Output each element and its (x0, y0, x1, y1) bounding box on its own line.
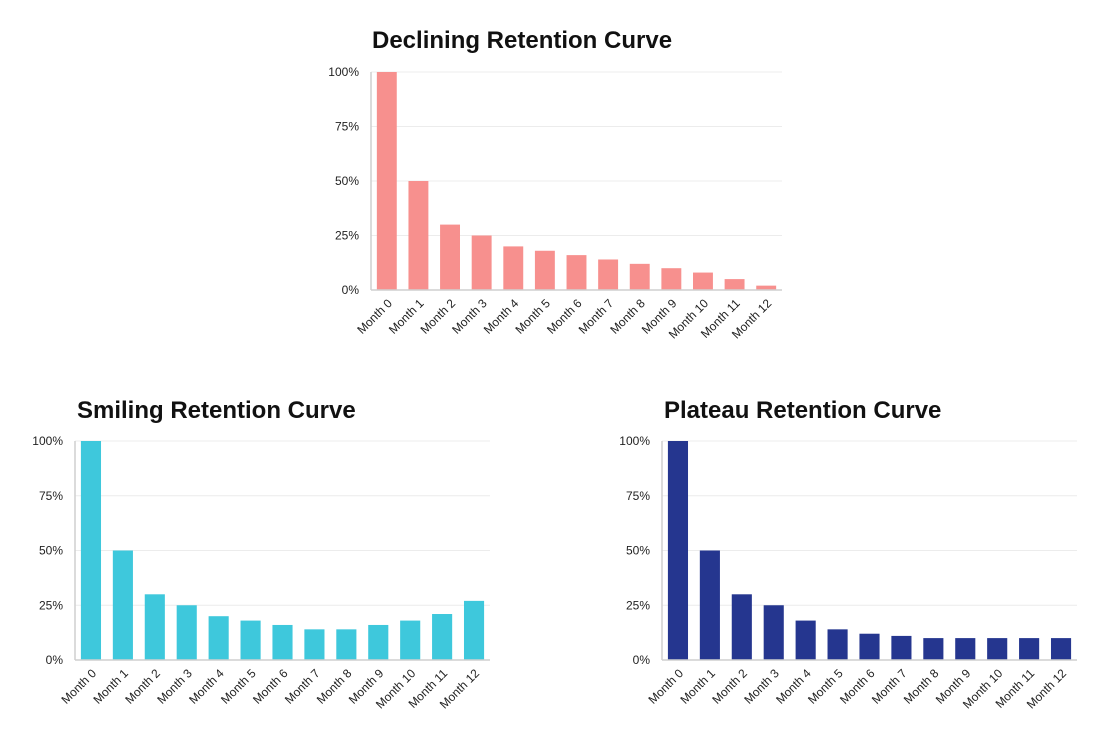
bar-month-0 (80, 441, 102, 660)
bar-month-8 (923, 638, 944, 660)
bar-month-3 (471, 235, 492, 290)
bar-month-1 (699, 550, 720, 660)
y-tick-label: 50% (626, 544, 650, 558)
y-tick-label: 0% (46, 653, 64, 667)
bar-month-6 (272, 624, 293, 660)
y-tick-label: 100% (328, 65, 359, 79)
bar-month-9 (955, 638, 976, 660)
bar-month-12 (756, 285, 777, 290)
bar-month-0 (667, 441, 689, 660)
bar-month-8 (629, 263, 650, 290)
bar-month-7 (304, 629, 325, 660)
bar-month-9 (661, 268, 682, 290)
bar-month-1 (408, 181, 429, 290)
chart-2: Plateau Retention Curve0%25%50%75%100%Mo… (619, 397, 1077, 712)
chart-title: Smiling Retention Curve (77, 397, 356, 424)
y-tick-label: 75% (335, 120, 359, 134)
bar-month-10 (400, 620, 421, 660)
chart-title: Declining Retention Curve (372, 27, 672, 54)
y-tick-label: 75% (39, 489, 63, 503)
bar-month-3 (763, 605, 784, 660)
y-tick-label: 50% (39, 544, 63, 558)
bar-month-11 (432, 614, 453, 660)
bar-month-4 (503, 246, 524, 290)
y-tick-label: 50% (335, 174, 359, 188)
bar-month-4 (208, 616, 229, 660)
bar-month-2 (144, 594, 165, 660)
bar-month-0 (376, 72, 397, 290)
bar-month-6 (859, 633, 880, 660)
bar-month-9 (368, 624, 389, 660)
y-tick-label: 0% (633, 653, 651, 667)
bar-month-5 (534, 250, 555, 290)
bar-month-8 (336, 629, 357, 660)
bar-month-6 (566, 255, 587, 290)
y-tick-label: 100% (32, 434, 63, 448)
bar-month-11 (1019, 638, 1040, 660)
chart-1: Smiling Retention Curve0%25%50%75%100%Mo… (32, 397, 490, 712)
bar-month-4 (795, 620, 816, 660)
bar-month-2 (731, 594, 752, 660)
chart-0: Declining Retention Curve 0% 25% 50% 75% 100%… (328, 27, 782, 342)
bar-month-12 (463, 600, 485, 660)
chart-title: Plateau Retention Curve (664, 397, 941, 424)
y-tick-label: 0% (342, 283, 360, 297)
bar-month-11 (724, 279, 745, 290)
bar-month-7 (891, 635, 912, 660)
y-tick-label: 25% (39, 598, 63, 612)
bar-month-7 (598, 259, 619, 290)
bar-month-12 (1050, 638, 1072, 660)
bar-month-10 (693, 272, 713, 290)
bar-month-3 (176, 605, 197, 660)
bar-month-5 (240, 620, 261, 660)
bar-month-10 (987, 638, 1008, 660)
y-tick-label: 25% (335, 229, 359, 243)
y-tick-label: 75% (626, 489, 650, 503)
bar-month-1 (112, 550, 133, 660)
y-tick-label: 100% (619, 434, 650, 448)
y-tick-label: 25% (626, 598, 650, 612)
bar-month-2 (440, 224, 460, 290)
bar-month-5 (827, 629, 848, 660)
